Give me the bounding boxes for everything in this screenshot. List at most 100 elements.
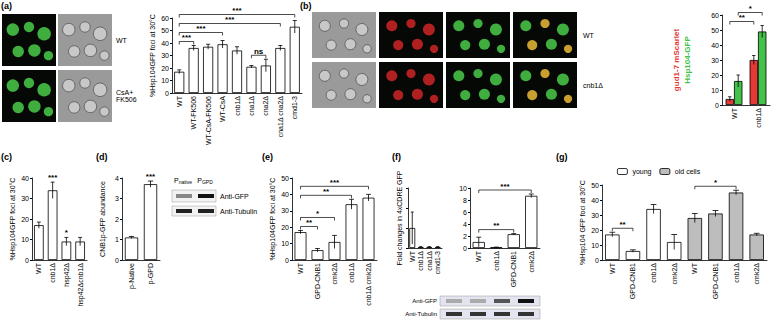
svg-text:%Hsp104 GFP foci at 30°C: %Hsp104 GFP foci at 30°C: [579, 180, 587, 265]
svg-text:cnb1Δ: cnb1Δ: [49, 263, 56, 283]
svg-text:GPD-CNB1: GPD-CNB1: [314, 263, 321, 299]
svg-text:6: 6: [463, 209, 467, 216]
svg-text:10: 10: [21, 236, 29, 243]
svg-text:GPD-CNB1: GPD-CNB1: [712, 263, 719, 299]
svg-text:**: **: [323, 187, 330, 196]
svg-text:**: **: [493, 221, 500, 230]
svg-text:60: 60: [711, 12, 719, 19]
svg-text:0: 0: [715, 102, 719, 109]
svg-text:WT: WT: [35, 262, 42, 274]
svg-text:*: *: [316, 209, 320, 218]
svg-text:Anti-GFP: Anti-GFP: [412, 298, 437, 304]
svg-text:GPD-CNB1: GPD-CNB1: [510, 251, 517, 287]
svg-text:FK506: FK506: [116, 96, 137, 103]
svg-text:10: 10: [711, 87, 719, 94]
svg-text:hsp42Δ: hsp42Δ: [63, 263, 71, 287]
svg-text:p-Native: p-Native: [128, 263, 136, 289]
svg-text:**: **: [620, 220, 627, 229]
svg-text:0: 0: [165, 90, 169, 97]
svg-text:2: 2: [115, 216, 119, 223]
svg-text:8: 8: [463, 197, 467, 204]
svg-text:30: 30: [281, 207, 289, 214]
svg-text:WT: WT: [583, 32, 595, 39]
svg-text:(b): (b): [300, 1, 312, 11]
svg-text:WT-CsA-FK506: WT-CsA-FK506: [205, 96, 212, 145]
svg-text:hsp42Δcnb1Δ: hsp42Δcnb1Δ: [77, 263, 85, 307]
svg-text:1: 1: [115, 236, 119, 243]
svg-text:WT: WT: [691, 262, 698, 274]
svg-text:cna1Δ: cna1Δ: [426, 251, 433, 271]
svg-text:WT-CsA: WT-CsA: [219, 96, 226, 122]
svg-text:WT: WT: [176, 95, 183, 107]
svg-text:Fold changes in 4xCDRE GFP: Fold changes in 4xCDRE GFP: [396, 170, 404, 265]
svg-text:native: native: [179, 179, 193, 185]
svg-text:**: **: [739, 13, 746, 22]
svg-text:%Hsp104GFP foci at 30°C: %Hsp104GFP foci at 30°C: [9, 178, 17, 261]
svg-text:50: 50: [281, 175, 289, 182]
svg-text:WT: WT: [409, 250, 416, 262]
svg-text:GPD: GPD: [202, 179, 213, 185]
svg-text:0: 0: [115, 257, 119, 264]
svg-text:cnb1Δ: cnb1Δ: [493, 251, 500, 271]
svg-text:60: 60: [161, 15, 169, 22]
svg-text:20: 20: [281, 224, 289, 231]
svg-text:WT: WT: [116, 37, 128, 44]
svg-text:cnb1Δ: cnb1Δ: [755, 108, 762, 128]
svg-text:cnb1Δ: cnb1Δ: [234, 96, 241, 116]
svg-text:20: 20: [711, 72, 719, 79]
svg-text:cna2Δ: cna2Δ: [262, 96, 269, 116]
svg-text:50: 50: [161, 27, 169, 34]
svg-text:gud1-7 mScarlet: gud1-7 mScarlet: [672, 29, 681, 92]
svg-text:Anti-GFP: Anti-GFP: [220, 193, 249, 200]
svg-text:50: 50: [711, 27, 719, 34]
svg-text:cmk2Δ: cmk2Δ: [671, 263, 678, 285]
svg-text:Hsp104-GFP: Hsp104-GFP: [683, 36, 692, 84]
svg-text:(g): (g): [556, 152, 568, 162]
svg-text:Anti-Tubulin: Anti-Tubulin: [405, 311, 437, 317]
svg-text:0: 0: [285, 257, 289, 264]
svg-text:30: 30: [21, 195, 29, 202]
svg-text:*: *: [749, 4, 753, 13]
svg-text:0: 0: [25, 257, 29, 264]
svg-text:40: 40: [281, 191, 289, 198]
svg-text:cnb1Δ: cnb1Δ: [650, 263, 657, 283]
svg-text:CNB1p-GFP abundance: CNB1p-GFP abundance: [99, 181, 107, 257]
svg-text:Anti-Tubulin: Anti-Tubulin: [220, 208, 257, 215]
svg-text:20: 20: [591, 227, 599, 234]
svg-text:old cells: old cells: [675, 168, 701, 175]
svg-text:WT: WT: [475, 250, 482, 262]
svg-text:10: 10: [281, 240, 289, 247]
svg-text:30: 30: [711, 57, 719, 64]
svg-text:4: 4: [115, 175, 119, 182]
svg-text:(f): (f): [392, 152, 401, 162]
svg-text:cnb1Δ: cnb1Δ: [348, 263, 355, 283]
svg-text:WT: WT: [731, 107, 738, 119]
svg-text:***: ***: [196, 24, 206, 33]
svg-text:10: 10: [459, 185, 467, 192]
svg-text:WT: WT: [297, 262, 304, 274]
svg-text:***: ***: [48, 173, 58, 182]
svg-text:cnb1Δ: cnb1Δ: [733, 263, 740, 283]
svg-text:cmk2Δ: cmk2Δ: [528, 251, 535, 273]
svg-text:40: 40: [21, 175, 29, 182]
svg-text:30: 30: [161, 52, 169, 59]
svg-text:%Hsp104GFP foci at 30°C: %Hsp104GFP foci at 30°C: [149, 14, 157, 97]
svg-text:cmk2Δ: cmk2Δ: [753, 263, 760, 285]
svg-text:***: ***: [232, 6, 242, 15]
svg-text:*: *: [714, 178, 718, 187]
svg-text:10: 10: [161, 77, 169, 84]
svg-text:***: ***: [182, 33, 192, 42]
svg-text:4: 4: [463, 221, 467, 228]
svg-text:***: ***: [146, 172, 156, 181]
svg-text:cna1Δ cna2Δ: cna1Δ cna2Δ: [277, 96, 284, 138]
svg-text:cnb1Δ: cnb1Δ: [417, 251, 424, 271]
svg-text:20: 20: [21, 216, 29, 223]
svg-text:cmk2Δ: cmk2Δ: [331, 263, 338, 285]
svg-text:40: 40: [161, 40, 169, 47]
svg-text:0: 0: [463, 245, 467, 252]
svg-text:*: *: [65, 228, 69, 237]
svg-text:0: 0: [595, 257, 599, 264]
svg-text:20: 20: [161, 65, 169, 72]
svg-text:(d): (d): [96, 152, 108, 162]
svg-text:(c): (c): [1, 152, 12, 162]
